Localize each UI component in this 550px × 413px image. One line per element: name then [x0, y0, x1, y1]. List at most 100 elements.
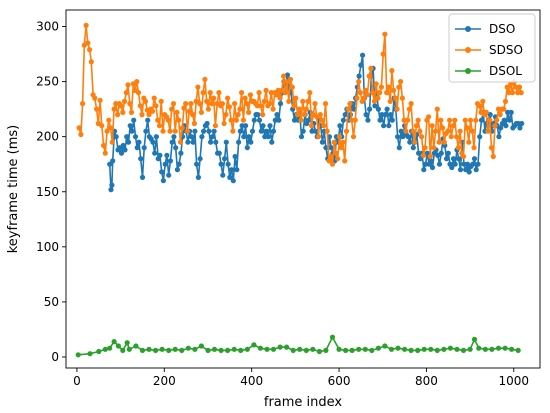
data-point — [97, 97, 103, 103]
data-point — [164, 152, 170, 158]
data-point — [200, 90, 206, 96]
data-point — [99, 123, 105, 129]
data-point — [343, 347, 349, 353]
data-point — [167, 128, 173, 134]
data-point — [155, 117, 161, 123]
data-point — [190, 112, 196, 118]
data-point — [429, 123, 435, 129]
data-point — [321, 123, 327, 129]
data-point — [188, 101, 194, 107]
data-point — [449, 164, 455, 171]
x-tick-label: 1000 — [499, 374, 530, 388]
data-point — [78, 131, 84, 138]
data-point — [223, 139, 229, 145]
data-point — [195, 84, 201, 90]
data-point — [457, 167, 464, 173]
x-tick-label: 400 — [240, 374, 263, 388]
y-tick-label: 200 — [36, 130, 59, 144]
data-point — [503, 123, 509, 129]
data-point — [495, 345, 502, 351]
data-point — [398, 79, 404, 85]
data-point — [138, 156, 144, 162]
data-point — [466, 169, 472, 175]
data-point — [502, 98, 509, 104]
data-point — [310, 346, 316, 352]
data-point — [427, 153, 433, 160]
data-point — [176, 117, 182, 123]
data-point — [394, 106, 400, 112]
data-point — [141, 145, 147, 151]
data-point — [356, 73, 362, 79]
data-point — [450, 123, 456, 129]
data-point — [323, 145, 329, 151]
data-point — [258, 103, 264, 109]
data-point — [336, 134, 343, 140]
data-point — [102, 150, 108, 156]
data-point — [185, 345, 191, 351]
data-point — [286, 98, 292, 104]
data-point — [354, 95, 360, 101]
data-point — [338, 145, 344, 151]
data-point — [94, 106, 100, 112]
data-point — [282, 90, 288, 96]
data-point — [352, 117, 358, 123]
legend-box — [448, 13, 536, 83]
data-point — [83, 22, 89, 28]
data-point — [501, 117, 507, 123]
data-point — [350, 134, 357, 140]
data-point — [382, 31, 388, 37]
data-point — [502, 345, 508, 351]
series-dsol — [75, 334, 521, 358]
data-point — [387, 98, 393, 104]
data-point — [386, 123, 392, 129]
data-point — [364, 92, 370, 98]
data-point — [87, 47, 93, 53]
data-point — [329, 161, 336, 167]
data-point — [291, 103, 297, 109]
data-point — [176, 161, 182, 167]
data-point — [519, 120, 525, 127]
data-point — [261, 98, 267, 104]
data-point — [240, 117, 246, 123]
data-point — [417, 156, 423, 162]
data-point — [440, 125, 446, 131]
data-point — [406, 106, 412, 112]
data-point — [162, 161, 168, 167]
data-point — [267, 101, 273, 107]
data-point — [415, 117, 421, 123]
data-point — [308, 123, 315, 129]
data-point — [428, 158, 434, 164]
data-point — [382, 112, 388, 118]
data-point — [153, 347, 159, 353]
data-point — [152, 150, 158, 156]
data-point — [347, 101, 353, 107]
data-point — [477, 134, 483, 140]
data-point — [460, 153, 467, 160]
data-point — [107, 345, 113, 351]
data-point — [151, 95, 157, 101]
data-point — [177, 139, 184, 145]
data-point — [356, 79, 362, 85]
data-point — [258, 128, 264, 134]
data-point — [360, 52, 366, 58]
data-point — [476, 103, 482, 109]
data-point — [120, 109, 126, 115]
data-point — [370, 90, 376, 96]
data-point — [382, 343, 388, 349]
data-point — [158, 98, 164, 104]
data-point — [134, 79, 140, 85]
data-point — [504, 84, 510, 90]
data-point — [358, 62, 364, 68]
data-point — [407, 139, 413, 145]
data-point — [197, 156, 203, 162]
x-tick-label: 800 — [415, 374, 438, 388]
data-point — [247, 92, 253, 98]
data-point — [434, 106, 440, 112]
data-point — [125, 139, 132, 145]
data-point — [169, 106, 175, 112]
data-point — [516, 84, 523, 90]
legend-label: DSO — [489, 22, 515, 36]
data-point — [303, 106, 309, 112]
data-point — [188, 134, 194, 140]
data-point — [251, 342, 257, 348]
